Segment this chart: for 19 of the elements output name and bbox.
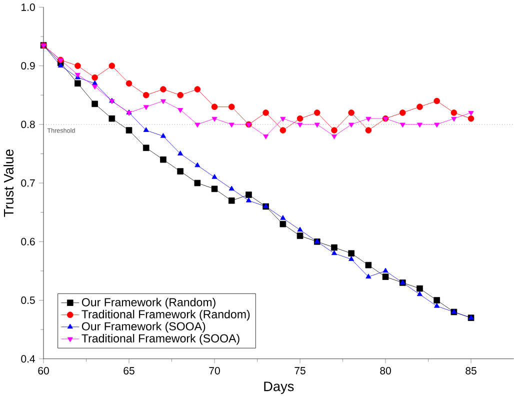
x-tick-label: 60 — [38, 366, 49, 374]
x-tick-label: 75 — [294, 366, 306, 374]
x-tick-label: 85 — [466, 366, 476, 374]
x-tick-label: 70 — [209, 366, 220, 374]
y-tick-label: 0.9 — [21, 62, 35, 70]
x-tick-label: 65 — [124, 366, 134, 374]
legend-label: Traditional Framework (SOOA) — [82, 334, 240, 345]
legend-label: Our Framework (Random) — [82, 298, 216, 308]
y-tick-label: 0.6 — [21, 238, 35, 246]
legend-label: Traditional Framework (Random) — [82, 310, 250, 320]
y-tick-label: 0.5 — [21, 296, 35, 304]
y-tick-label: 0.7 — [21, 179, 35, 187]
x-axis-title: Days — [264, 381, 294, 394]
y-tick-label: 0.4 — [21, 354, 36, 362]
legend-label: Our Framework (SOOA) — [82, 322, 206, 332]
y-axis-title: Trust Value — [3, 149, 14, 217]
y-tick-label: 0.8 — [21, 120, 35, 128]
y-tick-label: 1.0 — [22, 3, 35, 11]
x-tick-label: 80 — [380, 366, 391, 374]
